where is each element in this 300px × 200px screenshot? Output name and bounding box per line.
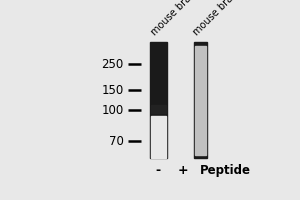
Text: 250: 250 <box>101 58 124 71</box>
Bar <box>194 42 207 158</box>
Bar <box>151 116 166 158</box>
Text: mouse brain: mouse brain <box>191 0 241 38</box>
Text: Peptide: Peptide <box>200 164 251 177</box>
Bar <box>150 42 167 158</box>
Text: 100: 100 <box>101 104 124 117</box>
Text: 150: 150 <box>101 84 124 97</box>
Bar <box>151 105 166 113</box>
Text: 70: 70 <box>109 135 124 148</box>
Text: -: - <box>156 164 161 177</box>
Bar <box>195 46 206 155</box>
Text: +: + <box>178 164 188 177</box>
Text: mouse brain: mouse brain <box>149 0 199 38</box>
